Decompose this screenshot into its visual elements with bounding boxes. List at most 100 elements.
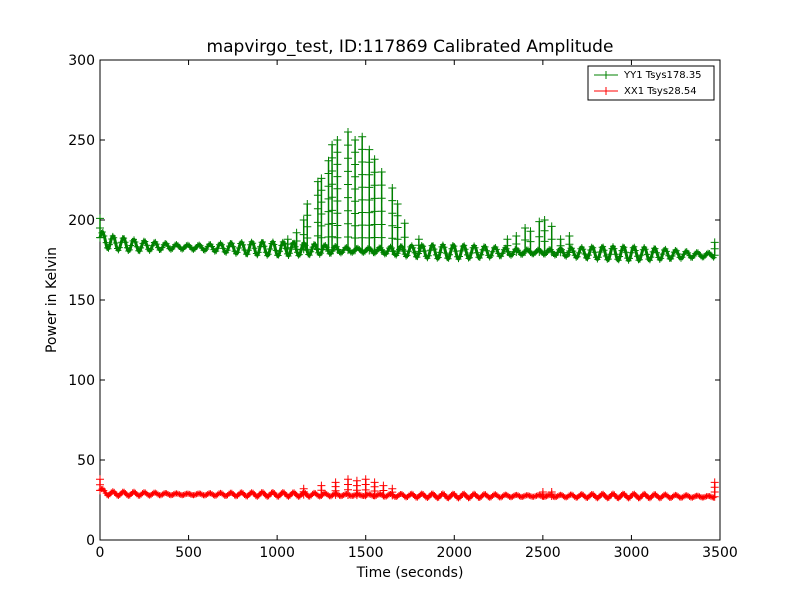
series-marker — [328, 167, 337, 175]
series-marker — [580, 246, 587, 253]
series-marker — [317, 245, 326, 254]
series-marker — [434, 255, 441, 262]
series-marker — [631, 243, 638, 250]
series-marker — [393, 223, 402, 232]
series-marker — [476, 255, 483, 261]
series-marker — [344, 206, 352, 215]
series-marker — [574, 253, 581, 260]
legend-entry-yy1: YY1 Tsys178.35 — [594, 70, 702, 81]
series-marker — [333, 172, 342, 181]
series-marker — [634, 253, 641, 260]
series-marker — [344, 154, 352, 163]
series-marker — [235, 245, 242, 251]
series-marker — [602, 253, 609, 259]
series-marker — [696, 493, 703, 500]
series-marker — [313, 191, 322, 200]
series-marker — [148, 246, 154, 253]
series-marker — [649, 248, 656, 255]
series-marker — [358, 158, 367, 166]
series-marker — [105, 492, 112, 499]
series-marker — [393, 200, 402, 208]
series-marker — [303, 234, 312, 242]
series-marker — [344, 246, 352, 255]
series-marker — [309, 490, 316, 497]
series-marker — [190, 246, 197, 253]
series-marker — [358, 170, 367, 179]
series-marker — [459, 243, 466, 250]
series-marker — [587, 492, 594, 499]
series-marker — [261, 243, 268, 250]
series-marker — [526, 248, 535, 256]
x-tick-label: 0 — [96, 545, 105, 561]
series-marker — [597, 249, 604, 255]
series-marker — [313, 245, 320, 252]
series-marker — [658, 494, 665, 501]
series-marker — [328, 193, 337, 202]
series-marker — [493, 246, 500, 253]
series-marker — [149, 242, 156, 249]
series-marker — [476, 495, 483, 501]
series-marker — [288, 244, 295, 251]
plot-area — [96, 59, 721, 541]
series-marker — [96, 475, 104, 484]
series-marker — [370, 181, 379, 190]
series-marker — [648, 254, 655, 261]
series-marker — [333, 245, 342, 254]
series-marker — [351, 148, 360, 157]
series-marker — [619, 243, 626, 250]
series-marker — [111, 234, 118, 241]
series-marker — [159, 244, 166, 251]
axes-frame — [99, 59, 721, 541]
series-marker — [420, 243, 427, 250]
legend-label-xx1: XX1 Tsys28.54 — [624, 86, 697, 97]
series-marker — [388, 209, 397, 218]
series-marker — [328, 140, 337, 149]
series-marker — [351, 136, 360, 144]
series-marker — [333, 197, 342, 205]
series-marker — [547, 248, 556, 257]
series-marker — [285, 253, 292, 259]
series-marker — [277, 248, 283, 255]
series-marker — [131, 236, 137, 243]
series-marker — [398, 243, 405, 250]
legend-label-yy1: YY1 Tsys178.35 — [623, 70, 702, 81]
series-marker — [479, 246, 486, 253]
series-marker — [600, 243, 607, 250]
series-marker — [292, 245, 301, 254]
series-marker — [679, 254, 686, 261]
series-marker — [269, 238, 276, 245]
series-marker — [631, 490, 638, 497]
series-marker — [96, 224, 104, 232]
series-marker — [351, 234, 360, 242]
series-marker — [535, 217, 544, 226]
series-marker — [612, 251, 619, 258]
series-marker — [196, 241, 203, 248]
series-marker — [365, 196, 374, 204]
series-marker — [644, 251, 650, 258]
series-marker — [142, 238, 149, 245]
series-marker — [115, 247, 122, 254]
series-marker — [358, 183, 367, 192]
series-marker — [472, 244, 479, 251]
series-marker — [108, 236, 115, 242]
series-marker — [435, 254, 442, 261]
series-marker — [615, 495, 622, 502]
series-marker — [414, 254, 421, 261]
series-marker — [255, 249, 262, 256]
series-marker — [317, 233, 326, 242]
series-marker — [333, 160, 342, 169]
series-marker — [465, 255, 472, 262]
series-marker — [99, 229, 106, 235]
series-marker — [179, 246, 186, 253]
series-marker — [547, 222, 556, 231]
series-marker — [607, 251, 614, 258]
series-marker — [617, 253, 624, 260]
series-marker — [296, 251, 303, 258]
series-marker — [628, 249, 635, 256]
series-marker — [351, 172, 360, 181]
series-marker — [632, 247, 639, 254]
series-marker — [370, 246, 379, 255]
series-marker — [605, 256, 612, 263]
series-marker — [333, 233, 342, 242]
series-marker — [659, 251, 666, 258]
